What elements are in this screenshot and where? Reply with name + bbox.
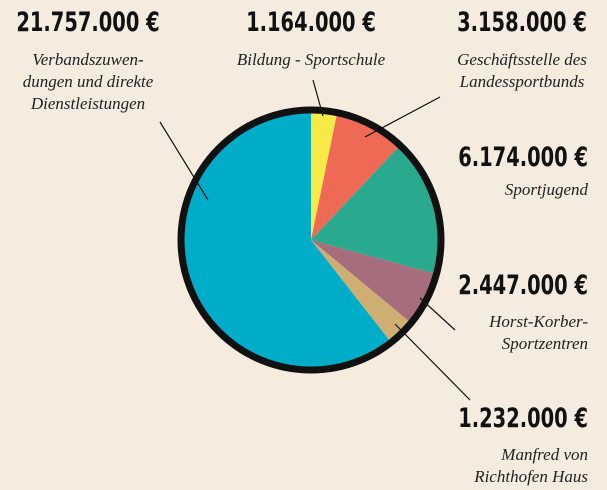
category-label: Sportjugend (504, 180, 588, 199)
category-label: Bildung - Sportschule (236, 50, 386, 69)
value-label: 21.757.000 € (16, 7, 160, 38)
pie-border (177, 106, 445, 374)
pie-slice (311, 112, 401, 240)
leader-line (159, 121, 209, 201)
leader-line (364, 96, 441, 138)
pie-slice (311, 145, 441, 274)
category-label: Horst-Korber- Sportzentren (489, 312, 588, 353)
category-label: Verbandszuwen- dungen und direkte Dienst… (22, 50, 154, 113)
value-label: 1.232.000 € (458, 403, 588, 434)
pie-slice (311, 240, 437, 323)
value-label: 1.164.000 € (246, 7, 376, 38)
leader-line (419, 297, 456, 331)
pie-slice (311, 240, 412, 343)
value-label: 6.174.000 € (458, 142, 588, 173)
category-label: Manfred von Richthofen Haus (474, 445, 588, 486)
value-label: 3.158.000 € (457, 7, 587, 38)
leader-line (394, 323, 471, 401)
pie-slice (181, 110, 392, 370)
category-label: Geschäftsstelle des Landessportbunds (457, 50, 587, 91)
value-label: 2.447.000 € (458, 270, 588, 301)
leader-line (312, 79, 324, 117)
pie-slice (311, 110, 338, 240)
